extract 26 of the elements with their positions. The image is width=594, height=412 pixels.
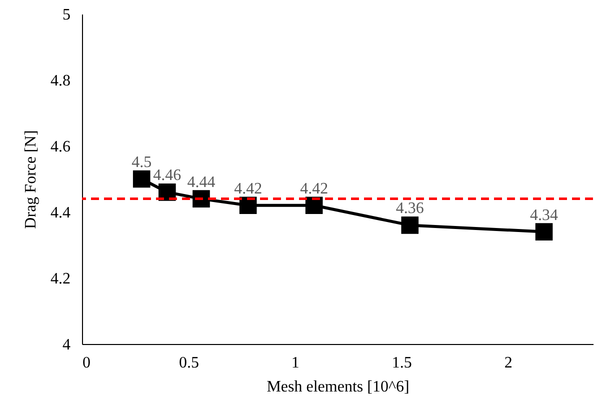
y-tick-label: 4.8	[50, 72, 70, 90]
y-tick-label: 4.6	[50, 138, 70, 156]
data-label: 4.5	[132, 154, 152, 171]
data-label: 4.34	[530, 206, 558, 224]
y-axis-title: Drag Force [N]	[22, 130, 40, 229]
x-tick-label: 1.5	[392, 354, 412, 372]
point	[132, 170, 150, 188]
y-tick-label: 5	[62, 6, 70, 24]
y-tick-label: 4	[62, 336, 70, 354]
x-tick-label: 0.5	[178, 354, 199, 372]
x-axis-title: Mesh elements [10^6]	[266, 378, 410, 396]
point	[401, 216, 419, 234]
point	[305, 196, 323, 214]
data-label: 4.46	[153, 167, 182, 184]
data-label: 4.42	[300, 180, 328, 198]
point	[239, 196, 257, 214]
data-label: 4.44	[187, 174, 216, 191]
x-tick-label: 0	[82, 354, 90, 372]
y-tick-label: 4.2	[50, 270, 70, 288]
point	[192, 190, 210, 208]
x-tick-label: 1	[291, 354, 300, 372]
point	[535, 223, 553, 240]
x-tick-label: 2	[504, 354, 512, 372]
data-label: 4.42	[234, 180, 262, 198]
y-tick-label: 4.4	[50, 204, 70, 222]
data-label: 4.36	[396, 200, 424, 218]
